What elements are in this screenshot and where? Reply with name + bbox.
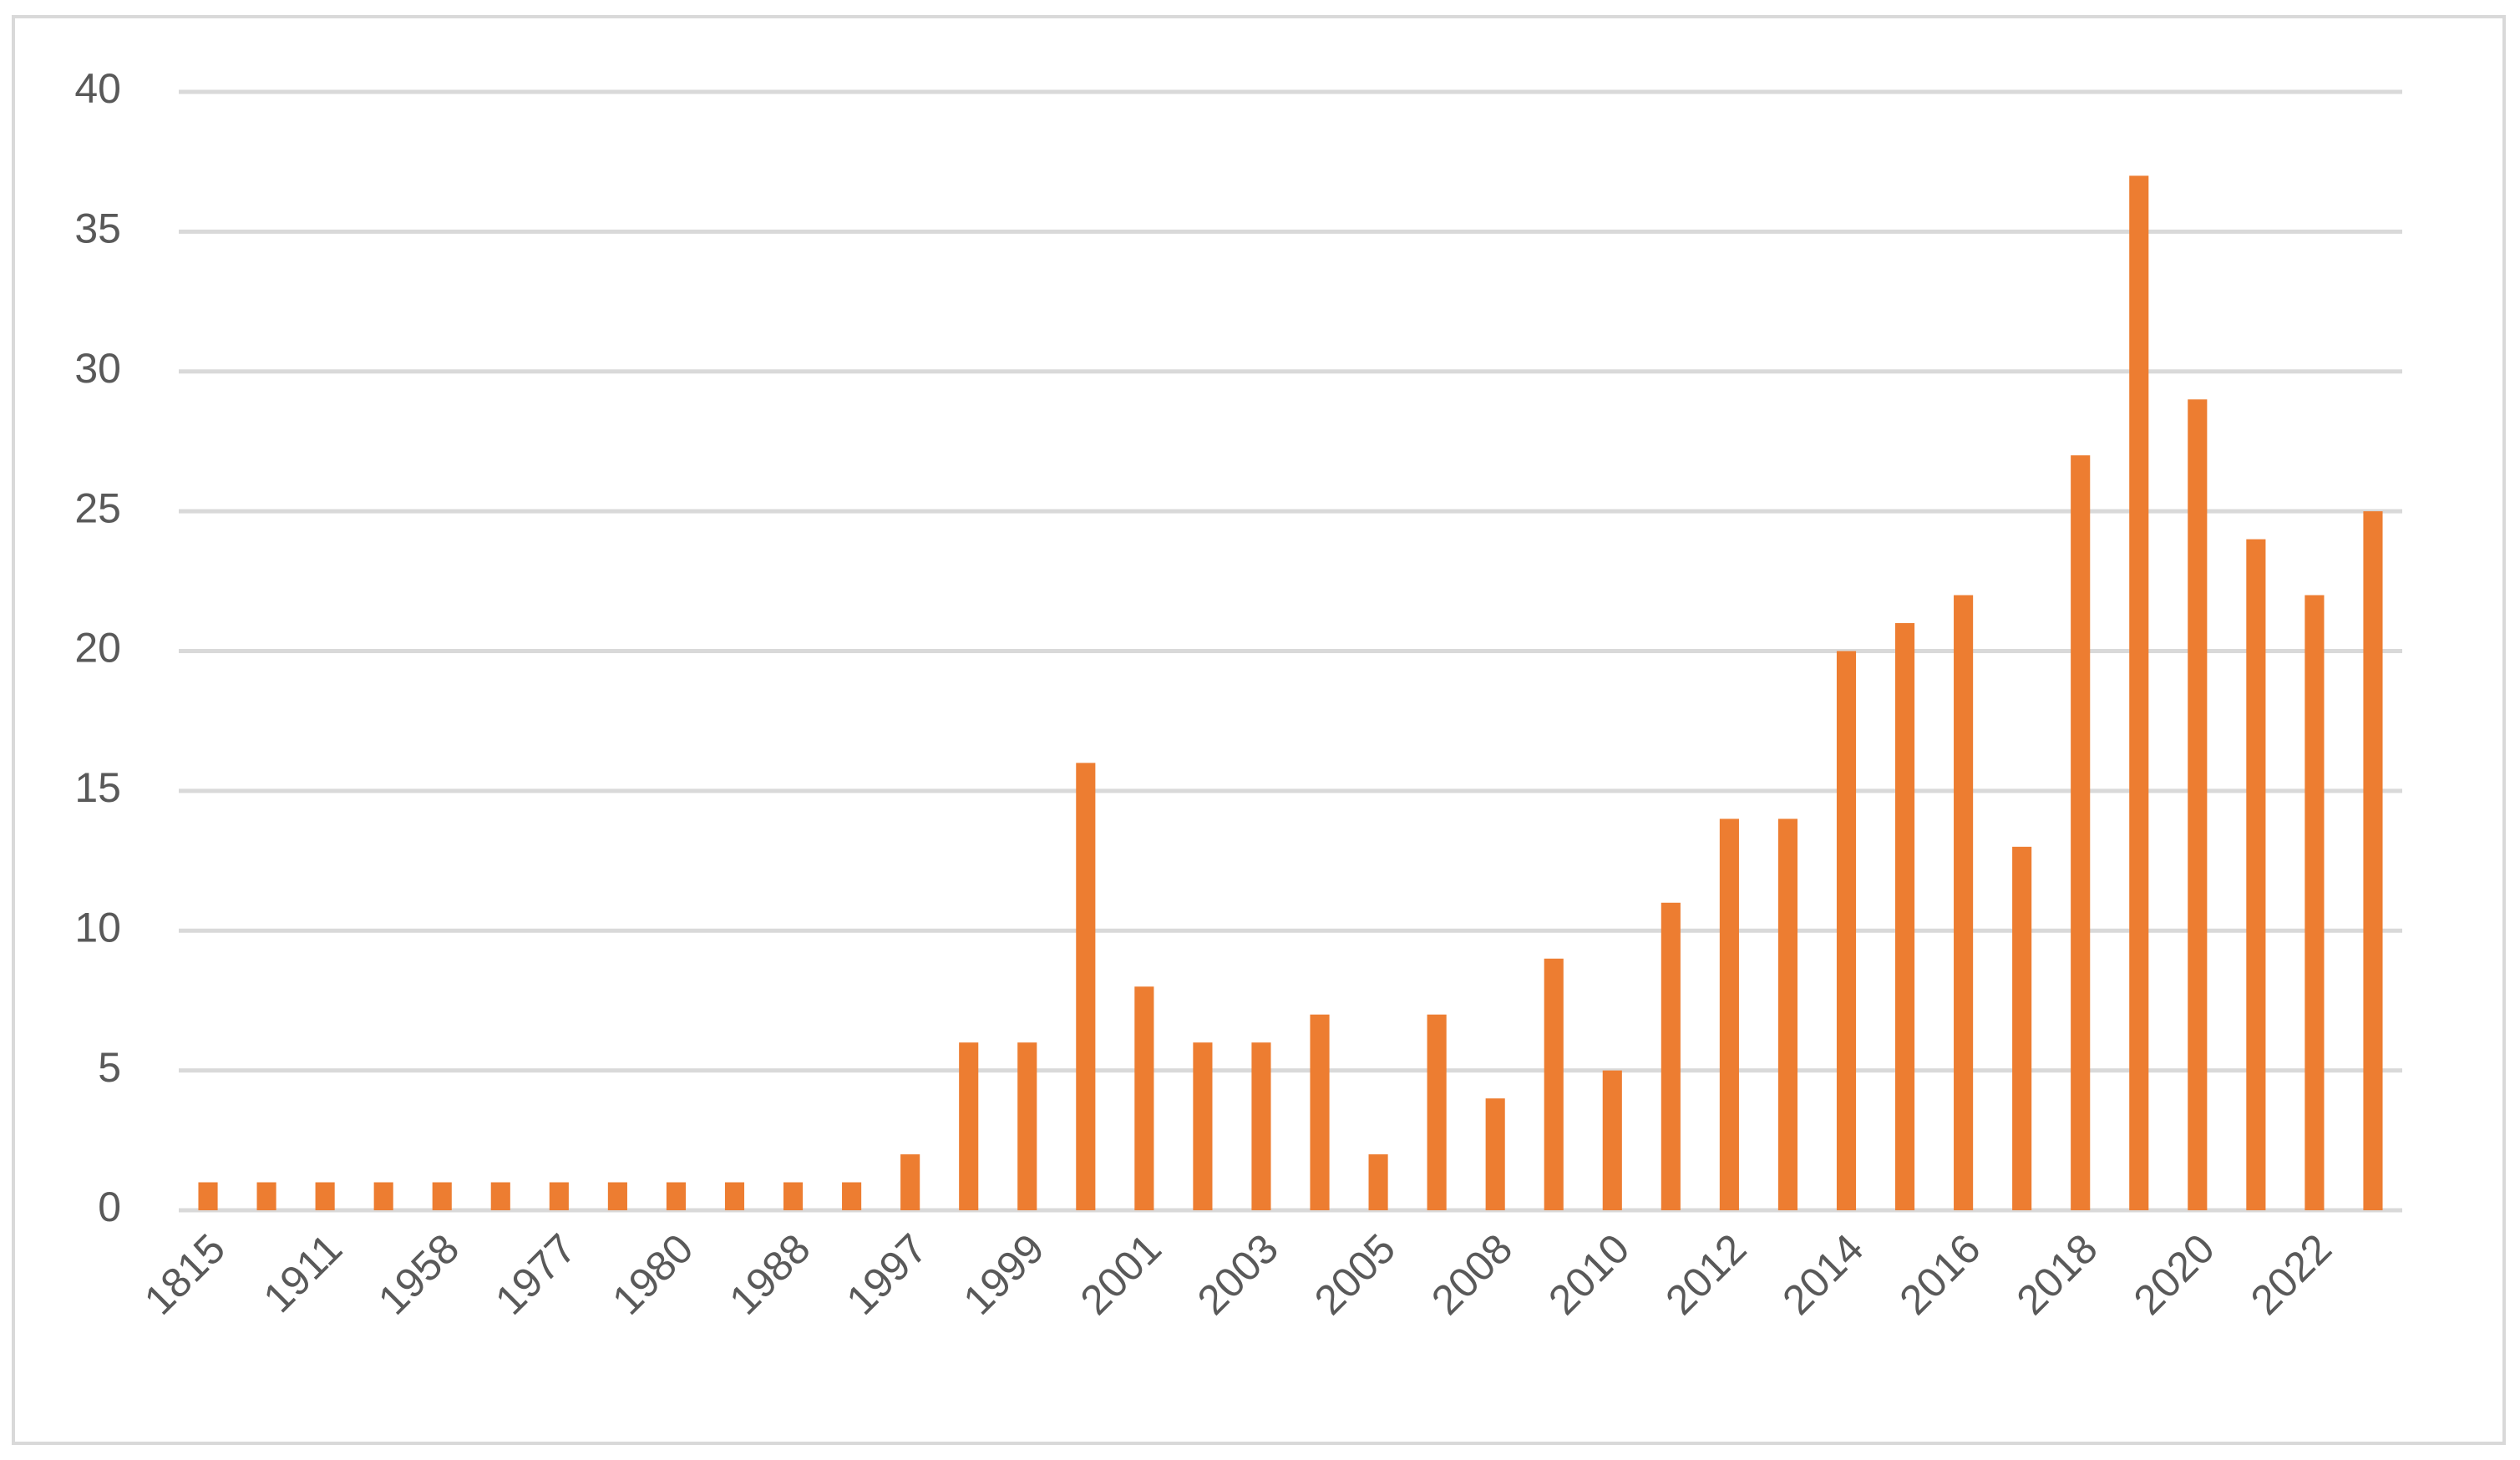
- y-tick-label: 30: [74, 345, 121, 392]
- bar: [2363, 511, 2383, 1210]
- bar: [1251, 1042, 1271, 1210]
- bar: [1836, 651, 1857, 1210]
- bar: [1544, 958, 1564, 1210]
- bar: [1954, 595, 1974, 1210]
- bar: [1719, 819, 1739, 1210]
- bar: [549, 1182, 569, 1210]
- bar: [198, 1182, 218, 1210]
- bar: [1193, 1042, 1213, 1210]
- y-tick-label: 10: [74, 904, 121, 951]
- bar: [1602, 1070, 1622, 1210]
- bar: [1427, 1014, 1447, 1210]
- y-tick-label: 35: [74, 205, 121, 252]
- bar: [1485, 1098, 1505, 1210]
- bar: [2188, 399, 2208, 1211]
- y-tick-label: 20: [74, 625, 121, 672]
- bar: [432, 1182, 452, 1210]
- bar: [2012, 846, 2032, 1210]
- bar: [724, 1182, 745, 1210]
- bar: [666, 1182, 687, 1210]
- y-tick-label: 40: [74, 65, 121, 112]
- bar: [842, 1182, 862, 1210]
- bar: [1017, 1042, 1037, 1210]
- bar: [2305, 595, 2325, 1210]
- bar: [2071, 455, 2091, 1210]
- bar: [900, 1154, 920, 1210]
- y-tick-label: 5: [98, 1044, 121, 1091]
- y-tick-label: 25: [74, 484, 121, 531]
- bar: [373, 1182, 393, 1210]
- bar: [2246, 539, 2266, 1210]
- bar: [959, 1042, 979, 1210]
- bar: [1777, 819, 1798, 1210]
- bar: [1661, 902, 1681, 1210]
- bar: [607, 1182, 627, 1210]
- y-tick-label: 15: [74, 764, 121, 811]
- bar: [1310, 1014, 1330, 1210]
- bar: [1076, 763, 1096, 1210]
- bar: [1894, 623, 1915, 1210]
- bar: [2129, 175, 2149, 1210]
- bar: [1134, 986, 1154, 1210]
- bar: [315, 1182, 335, 1210]
- bar: [256, 1182, 276, 1210]
- y-tick-label: 0: [98, 1184, 121, 1230]
- bar: [1368, 1154, 1388, 1210]
- bar: [783, 1182, 804, 1210]
- bar: [490, 1182, 510, 1210]
